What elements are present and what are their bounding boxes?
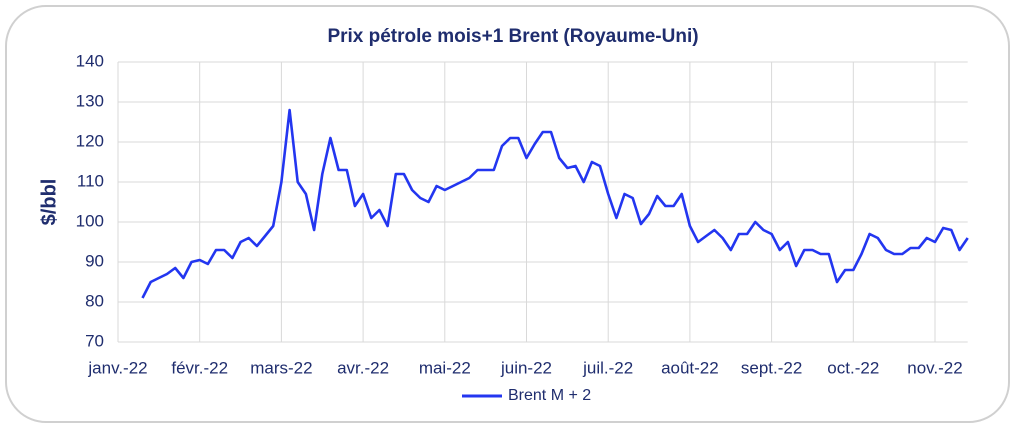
y-tick-label: 90: [85, 251, 104, 270]
x-tick-label: oct.-22: [827, 358, 879, 377]
chart-frame: [5, 5, 1010, 423]
x-tick-label: mai-22: [419, 358, 471, 377]
y-tick-label: 80: [85, 291, 104, 310]
legend-label: Brent M + 2: [508, 387, 591, 404]
x-tick-label: juin-22: [500, 358, 552, 377]
x-tick-label: nov.-22: [907, 358, 962, 377]
y-axis-label: $/bbl: [38, 179, 60, 226]
y-tick-label: 130: [76, 91, 104, 110]
y-tick-label: 70: [85, 331, 104, 350]
data-line: [141, 108, 969, 299]
y-tick-label: 100: [76, 211, 104, 230]
x-tick-label: avr.-22: [337, 358, 389, 377]
legend: Brent M + 2: [462, 387, 591, 404]
y-tick-label: 110: [77, 171, 104, 190]
x-tick-label: sept.-22: [741, 358, 802, 377]
y-tick-label: 140: [76, 51, 104, 70]
x-tick-label: mars-22: [250, 358, 312, 377]
x-tick-label: févr.-22: [171, 358, 228, 377]
y-tick-label: 120: [76, 131, 104, 150]
x-tick-label: janv.-22: [87, 358, 147, 377]
x-tick-label: juil.-22: [582, 358, 633, 377]
x-tick-label: août-22: [661, 358, 719, 377]
chart-title: Prix pétrole mois+1 Brent (Royaume-Uni): [327, 26, 698, 47]
